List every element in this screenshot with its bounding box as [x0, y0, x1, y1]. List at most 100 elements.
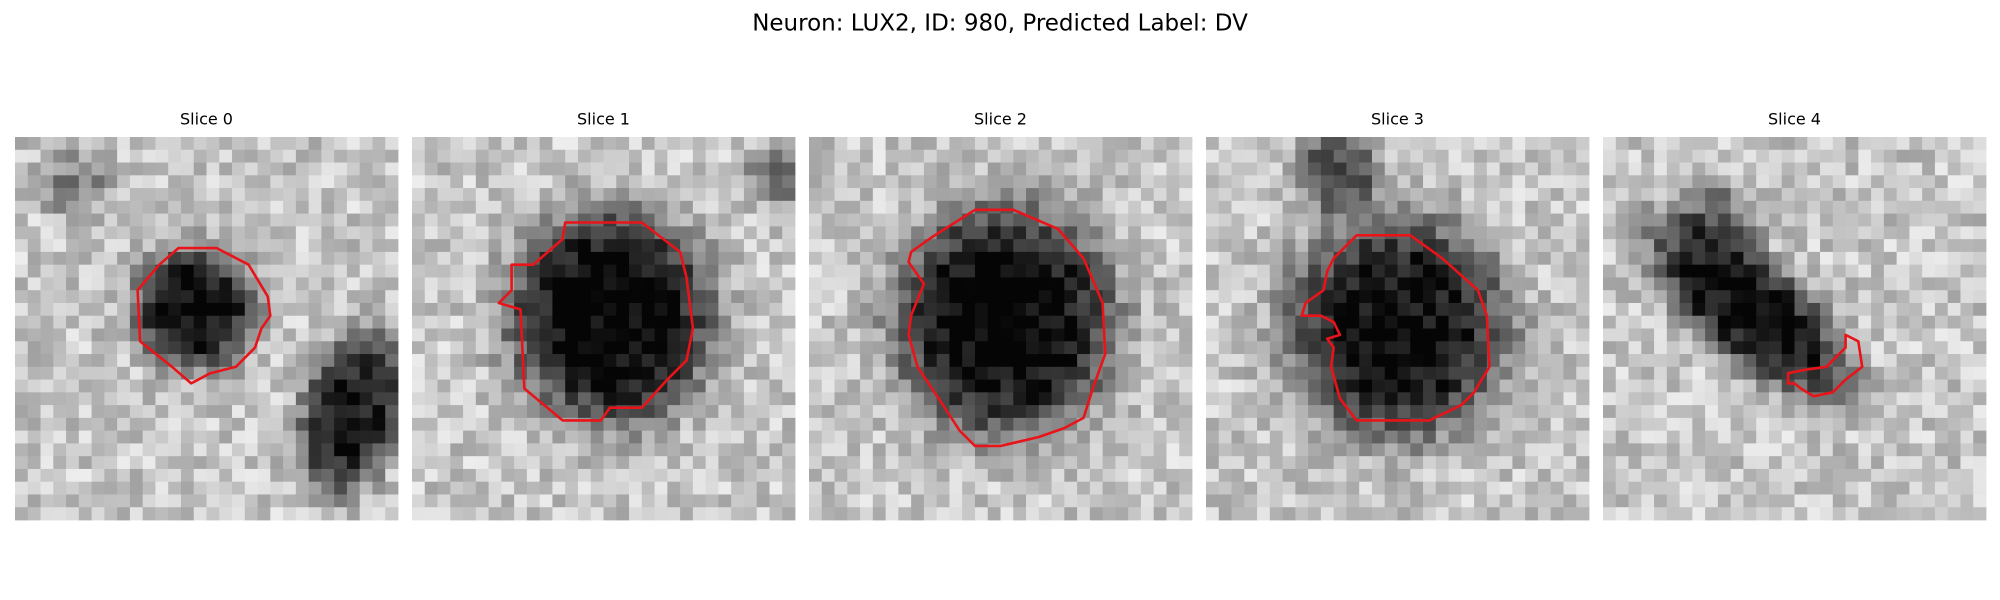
pixel: [1064, 302, 1078, 317]
panel-title: Slice 1: [577, 110, 630, 129]
pixel: [923, 264, 938, 278]
pixel: [1615, 417, 1629, 432]
pixel: [705, 149, 719, 163]
pixel: [78, 430, 92, 444]
pixel: [654, 494, 668, 508]
pixel: [743, 149, 758, 163]
pixel: [756, 162, 770, 176]
pixel: [1666, 175, 1680, 189]
pixel: [885, 405, 899, 419]
pixel: [756, 149, 770, 163]
pixel: [898, 277, 912, 291]
pixel: [1730, 468, 1744, 483]
pixel: [667, 392, 681, 406]
pixel: [206, 379, 220, 393]
pixel: [1525, 354, 1539, 368]
pixel: [1781, 341, 1795, 355]
pixel: [321, 328, 335, 342]
pixel: [1102, 226, 1116, 240]
pixel: [539, 290, 553, 304]
pixel: [514, 149, 528, 163]
pixel: [705, 379, 719, 393]
pixel: [1525, 341, 1539, 355]
pixel: [1909, 392, 1923, 406]
pixel: [1871, 175, 1885, 189]
pixel: [1641, 366, 1655, 380]
pixel: [1628, 328, 1642, 342]
pixel: [1525, 379, 1539, 393]
pixel: [308, 366, 322, 380]
pixel: [974, 162, 989, 176]
pixel: [1064, 481, 1078, 495]
pixel: [680, 290, 694, 304]
pixel: [1244, 251, 1258, 266]
pixel: [1922, 354, 1936, 368]
pixel: [1308, 456, 1322, 470]
pixel: [565, 341, 579, 355]
pixel: [1269, 443, 1283, 457]
pixel: [1858, 341, 1872, 355]
pixel: [756, 315, 770, 329]
pixel: [1743, 443, 1757, 457]
pixel: [155, 277, 169, 291]
pixel: [1615, 175, 1629, 189]
pixel: [91, 392, 105, 406]
pixel: [1781, 188, 1795, 202]
pixel: [1717, 226, 1732, 240]
pixel: [1359, 494, 1373, 508]
pixel: [1576, 494, 1590, 508]
pixel: [1717, 277, 1732, 291]
pixel: [232, 239, 246, 253]
pixel: [1231, 468, 1245, 483]
pixel: [1231, 328, 1245, 342]
pixel: [1051, 302, 1065, 317]
pixel: [692, 188, 707, 202]
pixel: [987, 213, 1001, 227]
pixel: [488, 507, 502, 521]
pixel: [1960, 456, 1974, 470]
pixel: [514, 213, 528, 227]
pixel: [1666, 417, 1680, 432]
pixel: [334, 315, 348, 329]
pixel: [1960, 162, 1974, 176]
pixel: [1858, 392, 1872, 406]
pixel: [334, 341, 348, 355]
pixel: [1179, 251, 1193, 266]
pixel: [949, 175, 963, 189]
pixel: [193, 417, 207, 432]
pixel: [117, 149, 131, 163]
pixel: [78, 175, 92, 189]
pixel: [1641, 379, 1655, 393]
pixel: [987, 188, 1001, 202]
pixel: [705, 277, 719, 291]
pixel: [1026, 149, 1040, 163]
pixel: [667, 443, 681, 457]
pixel: [1486, 328, 1501, 342]
pixel: [1871, 162, 1885, 176]
pixel: [1410, 456, 1424, 470]
pixel: [91, 213, 105, 227]
pixel: [1679, 366, 1693, 380]
pixel: [756, 328, 770, 342]
pixel: [756, 417, 770, 432]
pixel: [1397, 175, 1411, 189]
pixel: [501, 149, 515, 163]
pixel: [1461, 213, 1475, 227]
pixel: [911, 137, 925, 151]
pixel: [923, 188, 938, 202]
pixel: [1244, 175, 1258, 189]
pixel: [1140, 354, 1155, 368]
pixel: [1973, 137, 1987, 151]
pixel: [15, 302, 29, 317]
pixel: [1512, 277, 1526, 291]
pixel: [1576, 213, 1590, 227]
pixel: [1947, 328, 1961, 342]
pixel: [692, 405, 707, 419]
pixel: [782, 137, 796, 151]
pixel: [488, 405, 502, 419]
pixel: [232, 277, 246, 291]
pixel: [1615, 328, 1629, 342]
pixel: [1282, 239, 1296, 253]
pixel: [1705, 468, 1719, 483]
pixel: [295, 175, 310, 189]
